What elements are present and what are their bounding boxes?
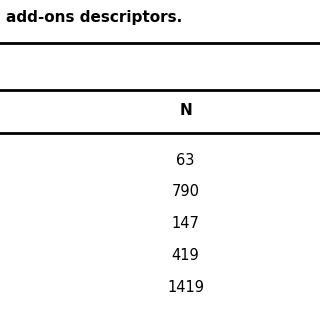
Text: 790: 790 bbox=[172, 185, 200, 199]
Text: 63: 63 bbox=[176, 153, 195, 167]
Text: 147: 147 bbox=[172, 217, 200, 231]
Text: N: N bbox=[179, 103, 192, 118]
Text: 1419: 1419 bbox=[167, 281, 204, 295]
Text: add-ons descriptors.: add-ons descriptors. bbox=[6, 10, 183, 25]
Text: 419: 419 bbox=[172, 249, 199, 263]
